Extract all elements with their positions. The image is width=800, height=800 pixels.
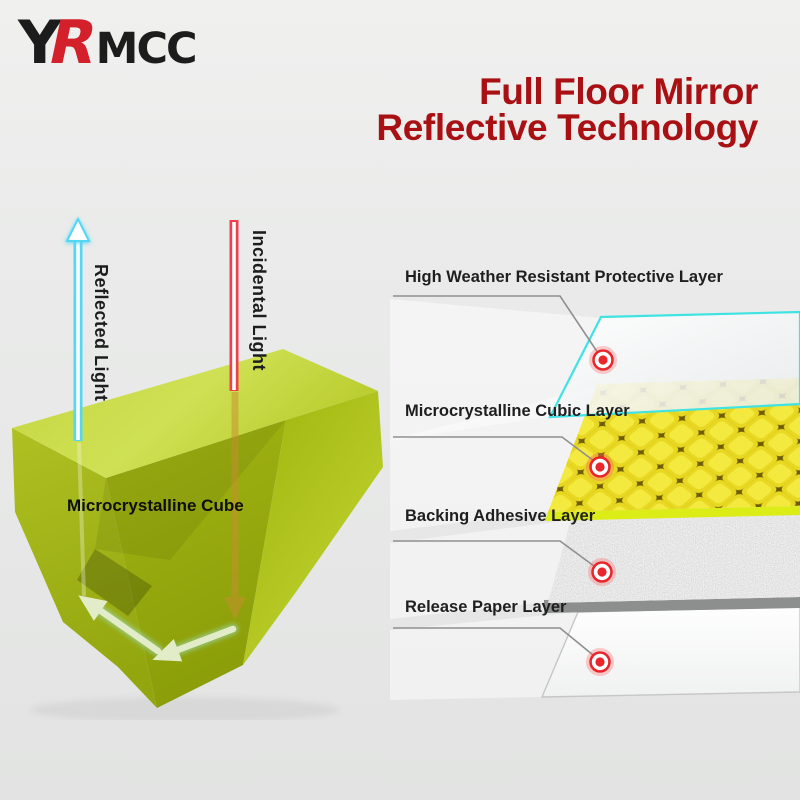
page-title: Full Floor Mirror Reflective Technology xyxy=(376,71,758,148)
reflection-arrowhead-left xyxy=(78,595,108,621)
leader-line-protective xyxy=(393,295,599,354)
target-icon xyxy=(586,648,614,676)
incidental-ray-inside xyxy=(224,392,246,620)
protective-layer-shape xyxy=(548,310,800,419)
cube-inner-shadow-quad xyxy=(77,549,152,616)
target-icon xyxy=(586,453,614,481)
leader-line-release xyxy=(393,627,594,656)
incidental-light-label: Incidental Light xyxy=(248,230,269,371)
cube-center-face xyxy=(106,420,286,708)
exit-ray-faint xyxy=(77,442,86,597)
microcrystalline-edge-strip xyxy=(545,506,800,521)
reflection-path-arrows xyxy=(78,595,239,662)
leader-line-adhesive xyxy=(393,540,595,567)
title-line-2: Reflective Technology xyxy=(376,107,758,148)
target-markers xyxy=(586,346,617,676)
reflected-light-label-text: Reflected Light xyxy=(91,264,111,402)
microcrystalline-cube-shape xyxy=(12,349,383,708)
reflection-arrow-shaft-right xyxy=(171,625,237,655)
title-line-1: Full Floor Mirror xyxy=(479,71,758,112)
release-paper-layer-shape xyxy=(540,595,800,698)
incidental-light-label-text: Incidental Light xyxy=(249,230,269,371)
reflection-arrow-shaft-left xyxy=(94,605,162,655)
logo-letter-y: Y xyxy=(18,8,61,78)
backing-adhesive-layer-shape xyxy=(548,513,800,603)
cube-right-face xyxy=(243,391,383,665)
cube-illustration xyxy=(12,216,383,720)
reflection-arrowhead-right xyxy=(152,638,183,662)
layer-background-wedges xyxy=(390,299,601,700)
layer-label-protective: High Weather Resistant Protective Layer xyxy=(405,268,723,286)
reflected-light-arrow xyxy=(65,216,91,441)
leader-line-microcrystalline xyxy=(393,436,595,462)
layer-label-adhesive: Backing Adhesive Layer xyxy=(405,507,596,525)
target-icon xyxy=(589,346,617,374)
leader-lines xyxy=(393,295,599,656)
cube-label: Microcrystalline Cube xyxy=(67,496,244,515)
layer-stack-diagram xyxy=(390,295,800,700)
reflected-light-label: Reflected Light xyxy=(90,264,111,402)
cube-left-face xyxy=(12,428,157,708)
layer-label-release: Release Paper Layer xyxy=(405,598,567,616)
layer-label-microcrystalline: Microcrystalline Cubic Layer xyxy=(405,402,630,420)
brand-logo: Y R MCC xyxy=(18,8,198,78)
cube-top-face xyxy=(12,349,378,478)
cube-ground-shadow xyxy=(30,697,340,720)
target-icon xyxy=(588,558,616,586)
logo-letters-mcc: MCC xyxy=(95,24,198,74)
